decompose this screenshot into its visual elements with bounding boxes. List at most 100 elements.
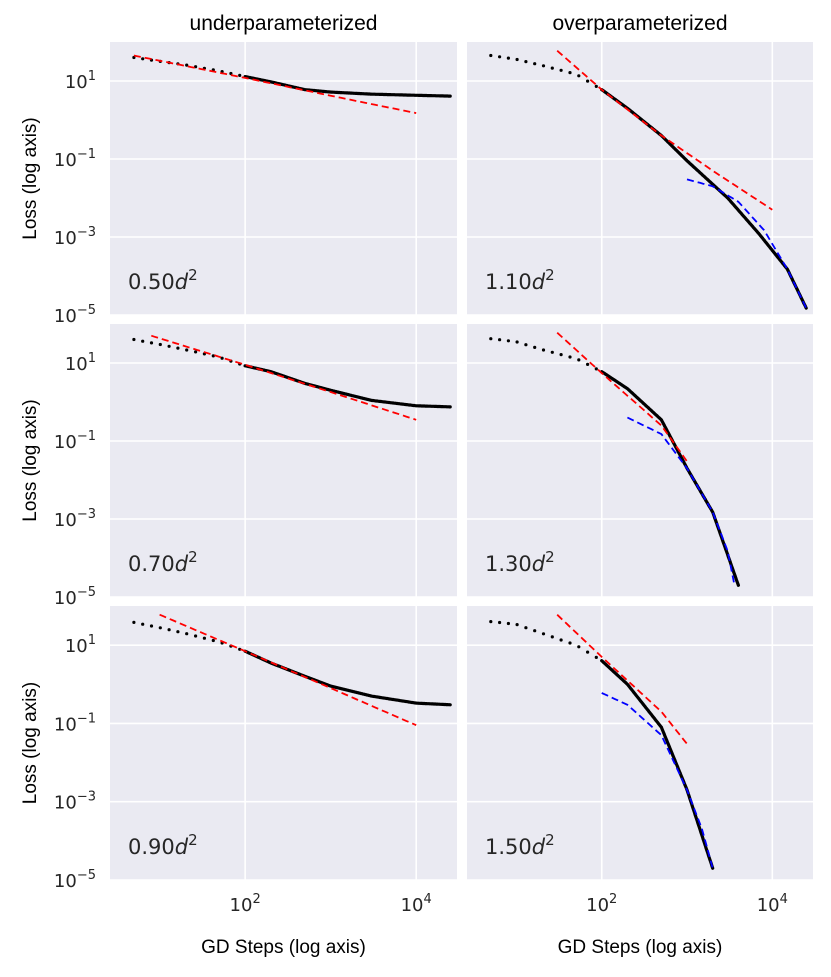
- loss-point: [149, 341, 154, 345]
- y-tick-label: 101: [65, 69, 96, 93]
- panel-label: 1.30d2: [485, 548, 555, 576]
- loss-point: [498, 620, 502, 625]
- loss-point: [568, 71, 572, 75]
- y-axis-label: Loss (log axis): [20, 117, 41, 240]
- loss-curve: [600, 659, 715, 870]
- late-fit-line: [626, 416, 736, 586]
- y-tick-label: 101: [65, 351, 96, 375]
- loss-point: [489, 337, 493, 341]
- loss-point: [498, 55, 502, 59]
- plot-area: [110, 324, 457, 597]
- column-title: overparameterized: [552, 12, 727, 35]
- y-tick-label: 10−5: [54, 303, 96, 327]
- panel-2-2: 1.30d2: [467, 324, 813, 598]
- loss-point: [132, 337, 136, 342]
- panels-group: 0.50d2 1.10d2 0.70d2 1.30d2 0.90d2 1.50d2: [110, 42, 813, 881]
- loss-point: [524, 626, 528, 630]
- loss-curve: [243, 649, 452, 707]
- loss-point: [559, 68, 563, 72]
- loss-curve: [600, 370, 740, 587]
- loss-curve: [243, 364, 452, 409]
- panel-2-1: 0.70d2: [110, 324, 457, 598]
- labels-group: 101 10−1 10−3 10−5 Loss (log axis) underparam…: [20, 12, 788, 958]
- loss-point: [506, 621, 510, 626]
- loss-point: [506, 56, 510, 60]
- loss-point: [176, 630, 180, 634]
- loss-point: [202, 636, 206, 640]
- x-axis-label: GD Steps (log axis): [558, 937, 723, 958]
- loss-point: [506, 339, 510, 343]
- plot-area: [467, 324, 813, 597]
- loss-point: [577, 74, 581, 78]
- loss-point: [541, 632, 546, 636]
- loss-point: [550, 66, 554, 70]
- y-tick-label: 10−3: [54, 507, 96, 531]
- loss-point: [524, 343, 528, 347]
- panel-label: 0.90d2: [128, 831, 198, 859]
- loss-point: [594, 367, 598, 371]
- loss-point: [515, 623, 519, 627]
- loss-point: [238, 73, 242, 77]
- y-axis-label: Loss (log axis): [20, 399, 41, 522]
- series-group: [132, 613, 452, 727]
- panel-label: 0.50d2: [128, 266, 198, 294]
- loss-point: [559, 638, 563, 642]
- loss-point: [533, 629, 537, 633]
- loss-point: [158, 342, 162, 347]
- series-group: [489, 614, 715, 870]
- loss-point: [185, 632, 189, 636]
- panel-1-1: 0.50d2: [110, 42, 457, 316]
- loss-point: [211, 354, 215, 358]
- power-law-fit-line: [133, 54, 417, 114]
- loss-point: [185, 63, 189, 67]
- loss-point: [132, 620, 136, 625]
- loss-point: [141, 339, 145, 343]
- loss-point: [541, 64, 546, 68]
- loss-point: [577, 645, 581, 649]
- series-group: [132, 334, 452, 421]
- loss-point: [176, 346, 180, 350]
- power-law-fit-line: [556, 614, 688, 745]
- loss-curve: [243, 75, 452, 98]
- x-axis-label: GD Steps (log axis): [201, 937, 366, 958]
- plot-area: [110, 42, 457, 315]
- late-fit-line: [601, 692, 714, 869]
- loss-point: [568, 355, 572, 359]
- y-tick-label: 10−1: [54, 147, 96, 171]
- loss-point: [594, 655, 598, 660]
- column-title: underparameterized: [190, 12, 378, 35]
- plot-area: [110, 606, 457, 880]
- panel-label: 1.50d2: [485, 831, 555, 859]
- x-tick-label: 102: [230, 892, 261, 916]
- loss-point: [533, 62, 537, 66]
- y-tick-label: 10−3: [54, 225, 96, 249]
- loss-point: [229, 71, 233, 76]
- panel-3-2: 1.50d2: [467, 606, 813, 881]
- loss-point: [515, 340, 519, 344]
- loss-point: [586, 79, 590, 83]
- loss-point: [559, 353, 563, 357]
- loss-point: [586, 650, 590, 654]
- loss-point: [211, 638, 215, 643]
- loss-point: [515, 57, 519, 62]
- loss-point: [594, 84, 598, 88]
- loss-point: [141, 622, 145, 626]
- series-group: [489, 50, 808, 310]
- loss-point: [489, 53, 493, 58]
- plot-area: [467, 42, 813, 315]
- loss-point: [194, 65, 198, 69]
- panel-1-2: 1.10d2: [467, 42, 813, 316]
- y-tick-label: 10−5: [54, 868, 96, 892]
- loss-point: [586, 362, 590, 366]
- y-tick-label: 10−1: [54, 429, 96, 453]
- loss-point: [167, 344, 171, 348]
- loss-point: [541, 348, 546, 352]
- panel-label: 0.70d2: [128, 548, 198, 576]
- power-law-fit-line: [151, 334, 417, 421]
- loss-point: [132, 55, 136, 60]
- x-tick-label: 102: [586, 892, 617, 916]
- loss-point: [185, 348, 189, 352]
- y-tick-label: 10−1: [54, 711, 96, 735]
- y-tick-label: 10−5: [54, 585, 96, 609]
